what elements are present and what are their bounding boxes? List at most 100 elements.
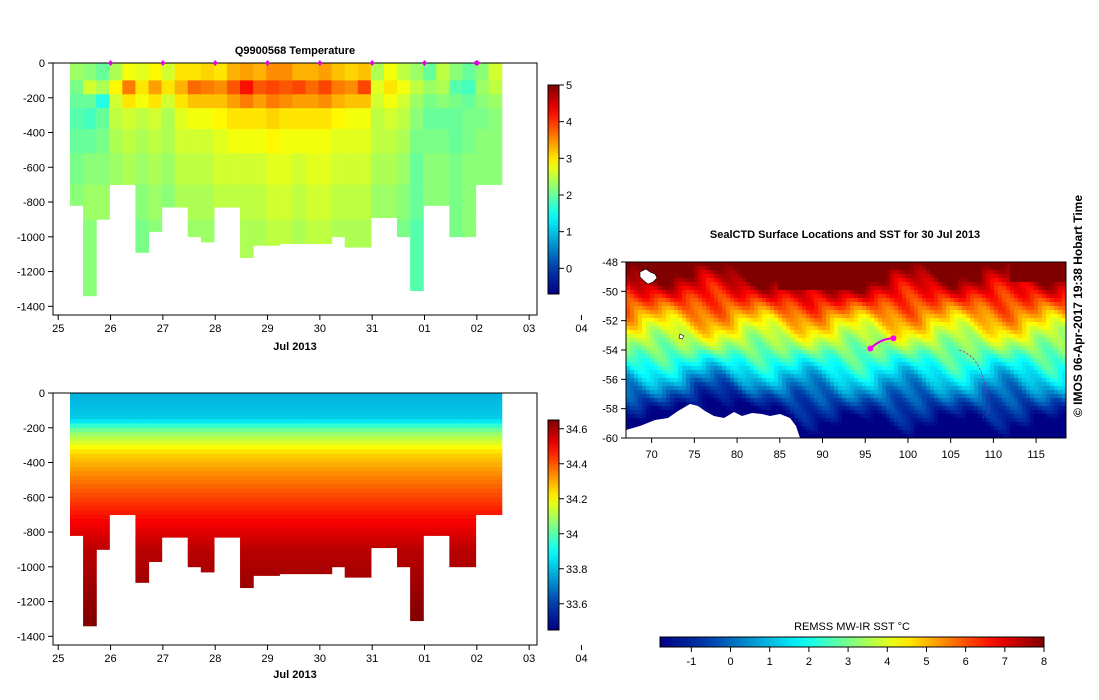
sst-cell <box>642 386 647 391</box>
sst-cell <box>850 274 855 279</box>
sst-cell <box>670 326 675 331</box>
sst-cell <box>922 318 927 323</box>
sst-cell <box>810 390 815 395</box>
sst-cell <box>910 274 915 279</box>
sst-cell <box>742 362 747 367</box>
sst-cell <box>890 358 895 363</box>
sst-cell <box>818 398 823 403</box>
salinity-cell <box>279 558 293 563</box>
sst-cell <box>742 406 747 411</box>
sst-cell <box>902 394 907 399</box>
sst-cell <box>658 402 663 407</box>
sst-cell <box>858 374 863 379</box>
salinity-cell <box>96 514 110 520</box>
sst-cell <box>854 426 859 431</box>
salinity-cell <box>83 532 97 537</box>
temperature-cell <box>357 63 372 81</box>
sst-cell <box>754 342 759 347</box>
salinity-cell <box>449 479 464 485</box>
sst-cell <box>650 354 655 359</box>
sst-cell <box>834 318 839 323</box>
sst-cell <box>878 386 883 391</box>
salinity-cell <box>96 527 110 533</box>
sst-cell <box>890 262 895 267</box>
sst-cell <box>754 274 759 279</box>
sst-cell <box>846 346 851 351</box>
sst-cell <box>626 358 631 363</box>
salinity-cell <box>383 497 398 503</box>
sst-cell <box>710 314 715 319</box>
sst-cell <box>730 282 735 287</box>
sst-cell <box>690 330 695 335</box>
sst-cell <box>730 346 735 351</box>
salinity-cell <box>357 401 372 407</box>
sst-cell <box>766 358 771 363</box>
salinity-cell <box>423 519 437 524</box>
sst-cell <box>690 350 695 355</box>
temperature-cell <box>305 129 320 154</box>
salinity-cell <box>318 445 333 450</box>
salinity-cell <box>70 393 84 398</box>
salinity-cell <box>161 414 176 420</box>
sst-cell <box>710 354 715 359</box>
sst-cell <box>714 390 719 395</box>
salinity-cell <box>174 436 189 442</box>
sst-cell <box>838 330 843 335</box>
sst-cell <box>898 354 903 359</box>
sst-cell <box>882 354 887 359</box>
salinity-cell <box>240 432 254 437</box>
salinity-cell <box>96 497 110 503</box>
sst-cell <box>698 270 703 275</box>
temperature-cell <box>253 108 267 130</box>
sst-cell <box>802 278 807 283</box>
salinity-cell <box>213 401 228 407</box>
salinity-cell <box>357 566 372 572</box>
sst-cell <box>782 350 787 355</box>
salinity-cell <box>397 545 411 550</box>
sst-cell <box>638 306 643 311</box>
salinity-cell <box>240 479 254 485</box>
sst-cell <box>778 306 783 311</box>
salinity-cell <box>200 453 215 459</box>
sst-cell <box>798 426 803 431</box>
sst-cell <box>826 306 831 311</box>
sst-cell <box>866 350 871 355</box>
sst-cell <box>694 346 699 351</box>
sst-cell <box>778 330 783 335</box>
salinity-cell <box>226 432 241 437</box>
sst-cell <box>702 406 707 411</box>
salinity-cell <box>357 492 372 498</box>
salinity-cell <box>240 445 254 450</box>
salinity-cell <box>253 540 267 546</box>
sst-cell <box>842 378 847 383</box>
salinity-cell <box>462 484 477 489</box>
sst-cell <box>758 378 763 383</box>
salinity-cell <box>449 436 464 442</box>
sst-cell <box>826 330 831 335</box>
sst-cell <box>926 286 931 291</box>
salinity-cell <box>109 432 123 437</box>
salinity-cell <box>174 419 189 424</box>
sst-cell <box>870 330 875 335</box>
salinity-cell <box>357 410 372 416</box>
salinity-cell <box>70 445 84 450</box>
sst-cell <box>698 278 703 283</box>
salinity-cell <box>292 549 307 555</box>
sst-cell <box>834 322 839 327</box>
sst-cell <box>734 406 739 411</box>
temperature-cell <box>109 94 123 109</box>
salinity-cell <box>423 436 437 442</box>
salinity-cell <box>83 471 97 476</box>
sst-cell <box>870 426 875 431</box>
sst-cell <box>846 398 851 403</box>
sst-cell <box>822 318 827 323</box>
sst-cell <box>786 282 791 287</box>
temperature-cell <box>226 108 241 130</box>
sst-cell <box>678 318 683 323</box>
salinity-cell <box>305 406 320 411</box>
sst-cell <box>766 366 771 371</box>
sst-cell <box>794 402 799 407</box>
sst-cell <box>678 270 683 275</box>
sst-cell <box>910 314 915 319</box>
sst-cell <box>798 322 803 327</box>
